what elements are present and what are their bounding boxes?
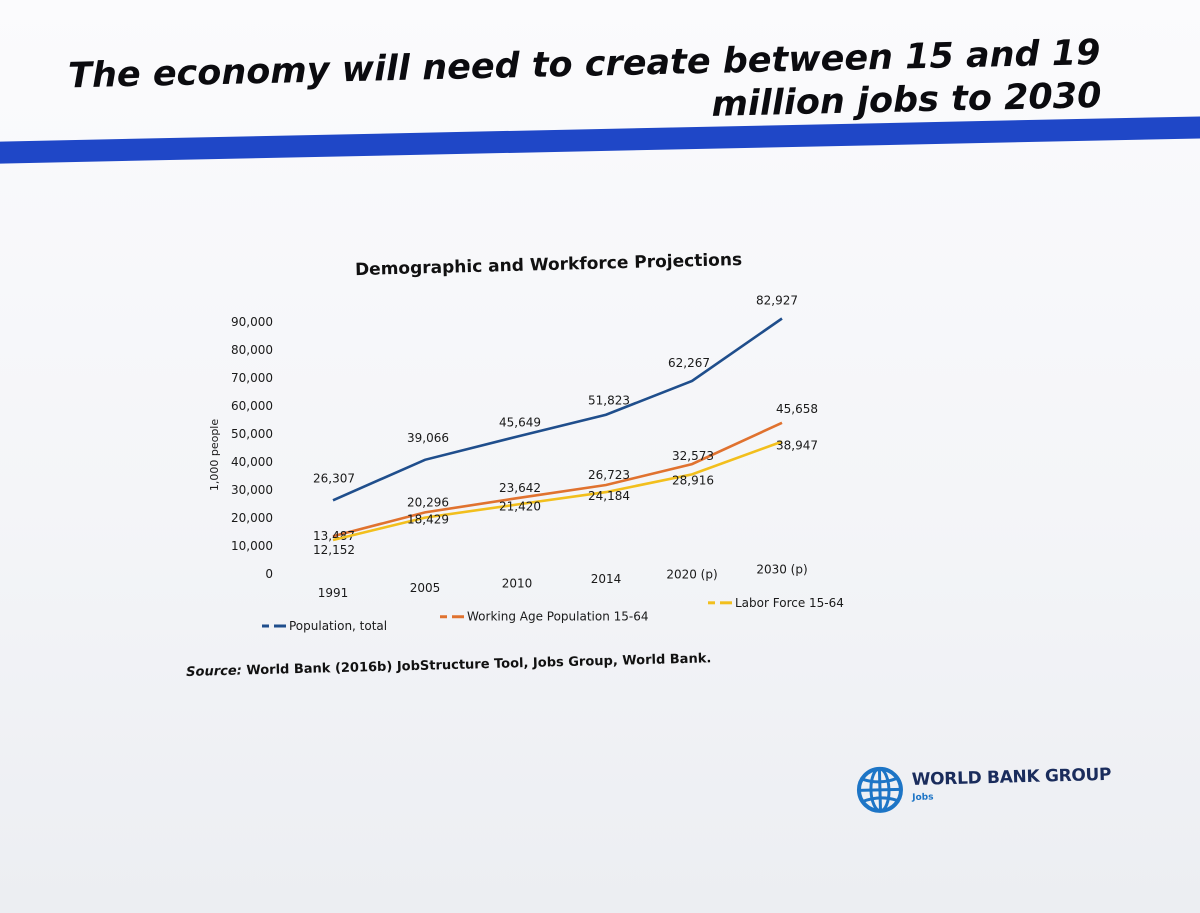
data-label: 51,823: [588, 394, 630, 408]
y-tick-label: 0: [265, 567, 273, 581]
series-line: [332, 421, 783, 538]
chart-plot: 0 10,000 20,000 30,000 40,000 50,000 60,000 70,…: [208, 293, 844, 633]
data-label: 26,723: [588, 468, 630, 482]
data-label: 20,296: [407, 495, 449, 509]
source-label: Source:: [186, 663, 243, 680]
x-tick-label: 2020 (p): [666, 567, 717, 581]
y-tick-label: 10,000: [231, 539, 273, 553]
data-label: 13,487: [313, 529, 355, 543]
x-tick-label: 2010: [502, 576, 533, 590]
data-label: 45,658: [776, 402, 818, 416]
data-label: 23,642: [499, 481, 541, 495]
y-tick-label: 20,000: [231, 511, 273, 525]
data-label: 62,267: [668, 356, 710, 370]
data-label: 28,916: [672, 473, 714, 487]
y-tick-label: 90,000: [231, 315, 273, 329]
data-label: 26,307: [313, 471, 355, 485]
series-line: [332, 440, 783, 542]
y-tick-label: 40,000: [231, 455, 273, 469]
data-label: 12,152: [313, 543, 355, 557]
legend-label: Population, total: [289, 619, 387, 633]
series-line: [332, 317, 783, 502]
world-bank-logo: WORLD BANK GROUP Jobs: [854, 758, 1125, 821]
x-tick-label: 2005: [410, 581, 441, 595]
y-axis-label: 1,000 people: [208, 419, 221, 492]
logo-name: WORLD BANK GROUP: [911, 764, 1112, 791]
data-label: 45,649: [499, 416, 541, 430]
y-tick-label: 80,000: [231, 343, 273, 357]
legend-label: Working Age Population 15-64: [467, 610, 649, 624]
data-label: 24,184: [588, 489, 630, 503]
data-label: 39,066: [407, 431, 449, 445]
x-tick-label: 1991: [318, 586, 349, 600]
x-tick-label: 2030 (p): [756, 563, 807, 577]
data-label: 21,420: [499, 499, 541, 513]
y-tick-label: 30,000: [231, 483, 273, 497]
logo-subtitle: Jobs: [912, 792, 934, 804]
y-tick-label: 70,000: [231, 371, 273, 385]
data-label: 32,573: [672, 449, 714, 463]
legend-label: Labor Force 15-64: [735, 596, 844, 610]
data-label: 38,947: [776, 439, 818, 453]
y-tick-label: 60,000: [231, 399, 273, 413]
globe-icon: [856, 766, 903, 813]
data-label: 18,429: [407, 513, 449, 527]
y-tick-label: 50,000: [231, 427, 273, 441]
data-label: 82,927: [756, 293, 798, 307]
x-tick-label: 2014: [591, 572, 622, 586]
